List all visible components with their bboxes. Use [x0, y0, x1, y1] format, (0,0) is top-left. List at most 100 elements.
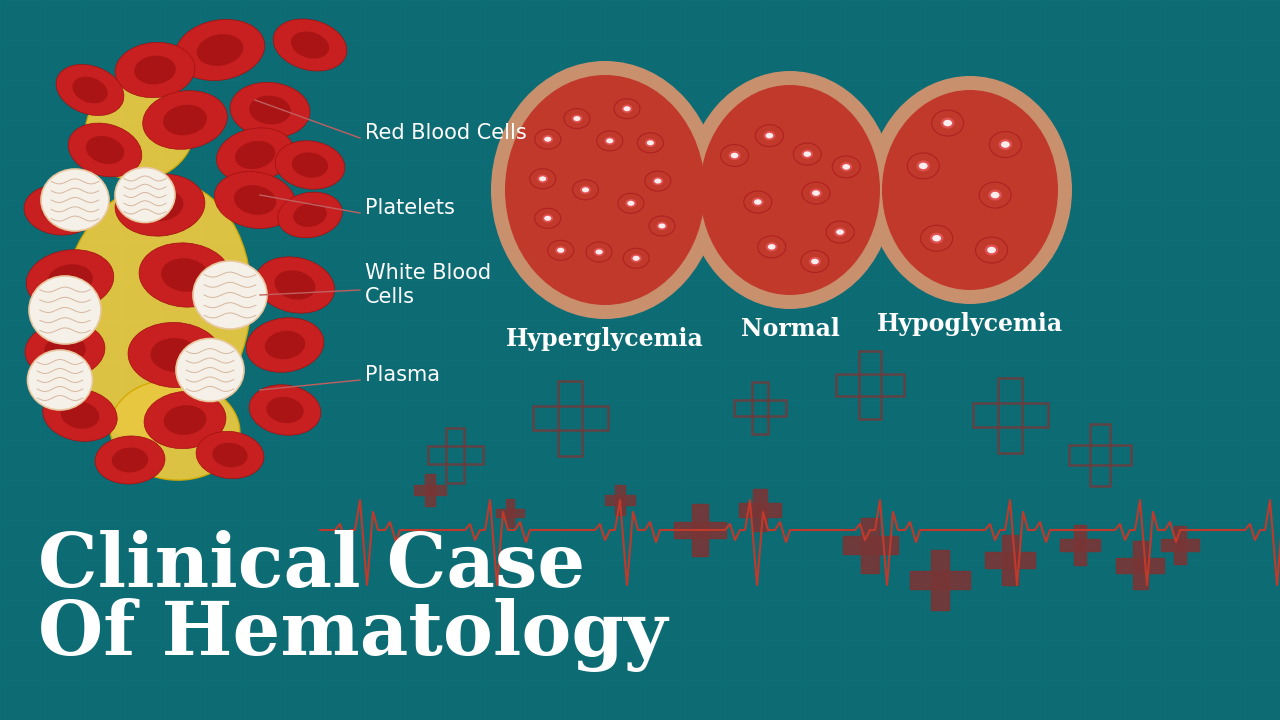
Ellipse shape — [572, 180, 599, 200]
Ellipse shape — [42, 389, 118, 441]
Bar — [842, 536, 897, 554]
Ellipse shape — [653, 177, 663, 185]
Ellipse shape — [882, 90, 1059, 290]
Ellipse shape — [607, 138, 613, 143]
Ellipse shape — [586, 242, 612, 262]
Ellipse shape — [573, 116, 581, 121]
Text: Red Blood Cells: Red Blood Cells — [365, 123, 527, 143]
Ellipse shape — [115, 42, 195, 98]
Ellipse shape — [637, 133, 663, 153]
Ellipse shape — [658, 223, 666, 228]
Ellipse shape — [604, 137, 616, 145]
Ellipse shape — [275, 140, 344, 189]
Bar — [428, 446, 483, 464]
Bar — [675, 522, 726, 538]
Text: Clinical Case: Clinical Case — [38, 530, 585, 603]
Ellipse shape — [492, 61, 719, 319]
Ellipse shape — [1001, 141, 1010, 148]
Ellipse shape — [768, 244, 776, 250]
Ellipse shape — [73, 77, 108, 103]
Ellipse shape — [47, 264, 92, 296]
Ellipse shape — [151, 338, 200, 372]
Ellipse shape — [115, 174, 205, 236]
Bar — [1174, 526, 1187, 564]
Ellipse shape — [250, 96, 291, 125]
Bar — [754, 489, 767, 531]
Ellipse shape — [580, 186, 591, 194]
Text: Normal: Normal — [741, 317, 840, 341]
Ellipse shape — [137, 189, 183, 221]
Text: Of Hematology: Of Hematology — [38, 598, 667, 672]
Ellipse shape — [622, 104, 632, 113]
Bar — [751, 382, 768, 434]
Ellipse shape — [686, 71, 893, 309]
Ellipse shape — [618, 193, 644, 213]
Ellipse shape — [657, 222, 667, 230]
Ellipse shape — [45, 336, 86, 364]
Text: Hypoglycemia: Hypoglycemia — [877, 312, 1064, 336]
Ellipse shape — [177, 338, 244, 402]
Bar — [1002, 535, 1018, 585]
Bar — [1060, 539, 1100, 552]
Ellipse shape — [197, 34, 243, 66]
Ellipse shape — [556, 246, 566, 255]
Ellipse shape — [646, 140, 654, 145]
Bar — [733, 400, 786, 416]
Ellipse shape — [557, 248, 564, 253]
Ellipse shape — [292, 153, 328, 178]
Bar — [1069, 445, 1132, 464]
Ellipse shape — [812, 258, 819, 264]
Ellipse shape — [128, 323, 221, 387]
Ellipse shape — [266, 397, 303, 423]
Ellipse shape — [765, 133, 773, 138]
Ellipse shape — [86, 136, 124, 164]
Bar — [1074, 525, 1087, 565]
Ellipse shape — [626, 199, 636, 207]
Ellipse shape — [836, 230, 844, 235]
Ellipse shape — [803, 182, 829, 204]
Bar — [973, 403, 1047, 427]
Bar — [739, 503, 781, 516]
Bar — [1133, 541, 1147, 589]
Bar — [1091, 424, 1110, 486]
Ellipse shape — [765, 242, 778, 251]
Ellipse shape — [539, 176, 547, 181]
Ellipse shape — [265, 330, 305, 359]
Ellipse shape — [164, 405, 206, 435]
Ellipse shape — [645, 171, 671, 191]
Ellipse shape — [979, 182, 1011, 208]
Ellipse shape — [758, 236, 786, 258]
Ellipse shape — [988, 189, 1002, 201]
Ellipse shape — [115, 168, 175, 222]
Ellipse shape — [196, 431, 264, 479]
Ellipse shape — [111, 448, 148, 472]
Bar — [986, 552, 1036, 568]
Bar — [506, 499, 515, 527]
Ellipse shape — [998, 139, 1012, 150]
Ellipse shape — [214, 171, 296, 228]
Ellipse shape — [216, 128, 293, 182]
Ellipse shape — [596, 131, 623, 151]
Bar — [558, 380, 581, 456]
Ellipse shape — [274, 270, 316, 300]
Bar — [692, 504, 708, 556]
Ellipse shape — [134, 55, 175, 84]
Ellipse shape — [751, 197, 764, 207]
Ellipse shape — [594, 248, 604, 256]
Ellipse shape — [812, 190, 820, 196]
Bar — [1161, 539, 1199, 551]
Ellipse shape — [991, 192, 1000, 198]
Ellipse shape — [41, 197, 78, 223]
Ellipse shape — [293, 203, 326, 227]
Ellipse shape — [41, 169, 109, 231]
Ellipse shape — [804, 151, 812, 157]
Bar — [532, 406, 608, 430]
Ellipse shape — [145, 392, 225, 449]
Ellipse shape — [278, 192, 342, 238]
Text: Platelets: Platelets — [365, 198, 454, 218]
Ellipse shape — [754, 199, 762, 204]
Ellipse shape — [721, 145, 749, 166]
Ellipse shape — [835, 228, 846, 237]
Ellipse shape — [544, 216, 552, 221]
Ellipse shape — [95, 436, 165, 484]
